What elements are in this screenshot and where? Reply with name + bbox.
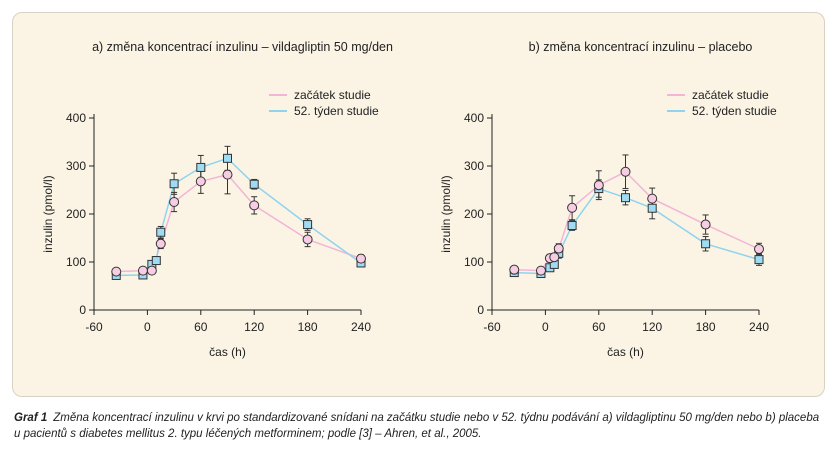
x-tick-label: 0 xyxy=(144,320,151,334)
chart-title: b) změna koncentrací inzulinu – placebo xyxy=(529,40,753,54)
x-axis-label: čas (h) xyxy=(209,345,246,359)
data-point-circle xyxy=(509,264,520,275)
charts-area: a) změna koncentrací inzulinu – vildagli… xyxy=(41,40,777,359)
data-point-square xyxy=(223,153,232,163)
x-tick-label: -60 xyxy=(85,320,103,334)
x-tick-label: 180 xyxy=(696,320,716,334)
data-point-circle xyxy=(620,166,631,177)
y-tick-label: 0 xyxy=(477,303,484,317)
data-point-circle xyxy=(567,202,578,213)
data-point-square xyxy=(169,179,179,189)
data-point-square xyxy=(156,227,166,237)
chart-b: b) změna koncentrací inzulinu – placebo 0… xyxy=(439,40,777,359)
data-point-circle xyxy=(553,243,564,254)
data-point-circle xyxy=(249,200,260,211)
x-tick-label: 0 xyxy=(542,320,549,334)
legend-label-1: začátek studie xyxy=(294,88,371,102)
x-tick-label: 240 xyxy=(351,320,371,334)
y-axis-label: inzulin (pmol/l) xyxy=(439,175,453,252)
y-tick-label: 400 xyxy=(464,111,484,125)
data-point-circle xyxy=(700,219,711,230)
y-tick-label: 400 xyxy=(66,111,86,125)
data-point-square xyxy=(701,239,711,249)
y-tick-label: 200 xyxy=(464,207,484,221)
legend-label-2: 52. týden studie xyxy=(294,104,379,118)
data-point-circle xyxy=(169,197,180,207)
x-tick-label: 180 xyxy=(298,320,318,334)
y-tick-label: 300 xyxy=(464,159,484,173)
data-point-square xyxy=(249,179,259,189)
data-point-square xyxy=(647,203,657,213)
data-point-circle xyxy=(549,252,560,263)
chart-title: a) změna koncentrací inzulinu – vildagli… xyxy=(92,40,393,54)
data-point-circle xyxy=(356,253,366,264)
data-point-circle xyxy=(754,244,764,255)
caption-text: Změna koncentrací inzulinu v krvi po sta… xyxy=(14,412,820,440)
data-point-circle xyxy=(535,265,546,276)
data-point-square xyxy=(567,221,577,231)
data-point-square xyxy=(754,255,764,265)
data-point-square xyxy=(196,162,206,172)
x-tick-label: 240 xyxy=(749,320,769,334)
y-tick-label: 100 xyxy=(66,255,86,269)
data-point-circle xyxy=(302,234,313,245)
x-axis-label: čas (h) xyxy=(607,345,644,359)
data-point-circle xyxy=(222,169,233,180)
y-tick-label: 0 xyxy=(79,303,86,317)
data-point-circle xyxy=(155,238,166,249)
y-axis-label: inzulin (pmol/l) xyxy=(41,175,55,252)
data-point-square xyxy=(621,193,630,203)
data-point-circle xyxy=(647,193,658,204)
figure-panel xyxy=(12,12,825,397)
x-tick-label: 120 xyxy=(642,320,662,334)
data-point-circle xyxy=(146,265,157,276)
data-point-square xyxy=(151,256,161,266)
y-tick-label: 200 xyxy=(66,207,86,221)
data-point-circle xyxy=(111,266,122,277)
x-tick-label: 60 xyxy=(592,320,606,334)
legend-label-2: 52. týden studie xyxy=(692,104,777,118)
legend-label-1: začátek studie xyxy=(692,88,769,102)
figure-caption: Graf 1 Změna koncentrací inzulinu v krvi … xyxy=(14,410,826,442)
data-point-square xyxy=(303,220,313,230)
data-point-circle xyxy=(593,180,604,191)
x-tick-label: 120 xyxy=(244,320,264,334)
x-tick-label: -60 xyxy=(483,320,501,334)
x-tick-label: 60 xyxy=(194,320,208,334)
y-tick-label: 300 xyxy=(66,159,86,173)
data-point-circle xyxy=(137,265,148,276)
chart-a: a) změna koncentrací inzulinu – vildagli… xyxy=(41,40,393,359)
data-point-circle xyxy=(195,176,206,187)
caption-label: Graf 1 xyxy=(14,412,48,424)
y-tick-label: 100 xyxy=(464,255,484,269)
